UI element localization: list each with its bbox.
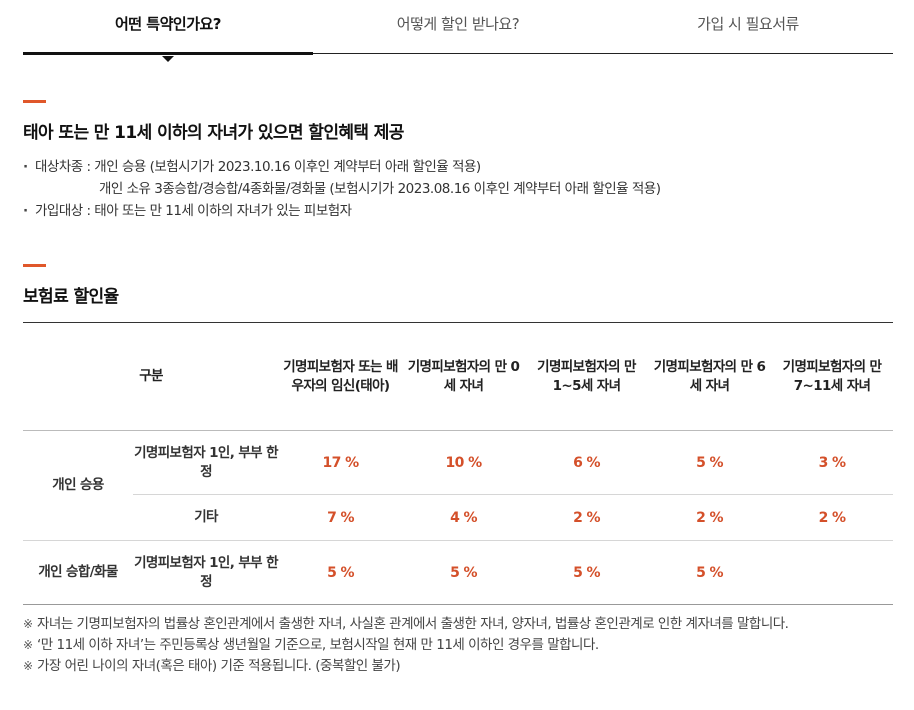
rate-value: 6 % [525, 430, 649, 495]
footnote-item: ※ 자녀는 기명피보험자의 법률상 혼인관계에서 출생한 자녀, 사실혼 관계에… [23, 614, 893, 635]
rate-value: 7 % [279, 494, 403, 541]
table-row: 기타 7 % 4 % 2 % 2 % 2 % [23, 494, 894, 541]
rate-value: 5 % [525, 540, 649, 605]
footnote-item: ※ 가장 어린 나이의 자녀(혹은 태아) 기준 적용됩니다. (중복할인 불가… [23, 656, 893, 677]
rate-value: 3 % [771, 430, 894, 495]
caret-down-icon [162, 56, 174, 62]
reference-mark-icon: ※ [23, 638, 33, 652]
row-group-passenger: 개인 승용 [23, 430, 133, 541]
rate-value: 5 % [402, 540, 526, 605]
table-header-row: 구분 기명피보험자 또는 배우자의 임신(태아) 기명피보험자의 만 0세 자녀… [23, 322, 894, 431]
header-category: 구분 [23, 322, 280, 431]
rate-value: 2 % [771, 494, 894, 541]
rates-title: 보험료 할인율 [23, 287, 119, 307]
eligibility-list: · 대상차종 : 개인 승용 (보험시기가 2023.10.16 이후인 계약부터… [23, 156, 893, 222]
rate-value: 2 % [525, 494, 649, 541]
header-col-age-1-5: 기명피보험자의 만 1~5세 자녀 [525, 322, 649, 431]
tab-label: 가입 시 필요서류 [697, 15, 799, 33]
eligible-vehicle-text: 대상차종 : 개인 승용 (보험시기가 2023.10.16 이후인 계약부터 … [35, 159, 481, 175]
list-item: 개인 소유 3종승합/경승합/4종화물/경화물 (보험시기가 2023.08.1… [23, 178, 893, 200]
eligible-vehicle-text-cont: 개인 소유 3종승합/경승합/4종화물/경화물 (보험시기가 2023.08.1… [99, 181, 661, 197]
table-row: 개인 승용 기명피보험자 1인, 부부 한정 17 % 10 % 6 % 5 %… [23, 430, 894, 541]
rate-value: 5 % [648, 540, 772, 605]
row-sub-limited: 기명피보험자 1인, 부부 한정 [133, 430, 280, 495]
row-group-van-truck: 개인 승합/화물 [23, 540, 133, 605]
bullet-icon: · [23, 203, 28, 219]
tab-label: 어떤 특약인가요? [114, 15, 222, 33]
tab-bar: 어떤 특약인가요? 어떻게 할인 받나요? 가입 시 필요서류 [23, 0, 893, 62]
header-col-age-0: 기명피보험자의 만 0세 자녀 [402, 322, 526, 431]
footnotes: ※ 자녀는 기명피보험자의 법률상 혼인관계에서 출생한 자녀, 사실혼 관계에… [23, 614, 893, 677]
footnote-item: ※ ‘만 11세 이하 자녀’는 주민등록상 생년월일 기준으로, 보험시작일 … [23, 635, 893, 656]
list-item: · 가입대상 : 태아 또는 만 11세 이하의 자녀가 있는 피보험자 [23, 200, 893, 222]
row-sub-limited: 기명피보험자 1인, 부부 한정 [133, 540, 280, 605]
footnote-text: ‘만 11세 이하 자녀’는 주민등록상 생년월일 기준으로, 보험시작일 현재… [37, 637, 599, 653]
section-accent-bar [23, 100, 46, 103]
discount-rate-table: 구분 기명피보험자 또는 배우자의 임신(태아) 기명피보험자의 만 0세 자녀… [23, 322, 894, 605]
bullet-icon: · [23, 159, 28, 175]
reference-mark-icon: ※ [23, 659, 33, 673]
tab-what-is-rider[interactable]: 어떤 특약인가요? [23, 0, 313, 62]
tab-label: 어떻게 할인 받나요? [396, 15, 520, 33]
tab-required-documents[interactable]: 가입 시 필요서류 [603, 0, 893, 53]
section-accent-bar [23, 264, 46, 267]
rate-value: 10 % [402, 430, 526, 495]
eligible-insured-text: 가입대상 : 태아 또는 만 11세 이하의 자녀가 있는 피보험자 [35, 203, 352, 219]
table-row: 개인 승합/화물 기명피보험자 1인, 부부 한정 5 % 5 % 5 % 5 … [23, 540, 894, 605]
intro-title: 태아 또는 만 11세 이하의 자녀가 있으면 할인혜택 제공 [23, 123, 404, 143]
header-col-pregnancy: 기명피보험자 또는 배우자의 임신(태아) [279, 322, 403, 431]
row-sub-other: 기타 [133, 494, 280, 541]
rate-value: 5 % [648, 430, 772, 495]
footnote-text: 자녀는 기명피보험자의 법률상 혼인관계에서 출생한 자녀, 사실혼 관계에서 … [37, 616, 789, 632]
reference-mark-icon: ※ [23, 617, 33, 631]
footnote-text: 가장 어린 나이의 자녀(혹은 태아) 기준 적용됩니다. (중복할인 불가) [37, 658, 401, 674]
header-col-age-7-11: 기명피보험자의 만 7~11세 자녀 [771, 322, 894, 431]
rate-value [771, 540, 894, 605]
rate-value: 5 % [279, 540, 403, 605]
rate-value: 17 % [279, 430, 403, 495]
header-col-age-6: 기명피보험자의 만 6세 자녀 [648, 322, 772, 431]
tab-how-to-get-discount[interactable]: 어떻게 할인 받나요? [313, 0, 603, 53]
rate-value: 2 % [648, 494, 772, 541]
list-item: · 대상차종 : 개인 승용 (보험시기가 2023.10.16 이후인 계약부터… [23, 156, 893, 178]
rate-value: 4 % [402, 494, 526, 541]
